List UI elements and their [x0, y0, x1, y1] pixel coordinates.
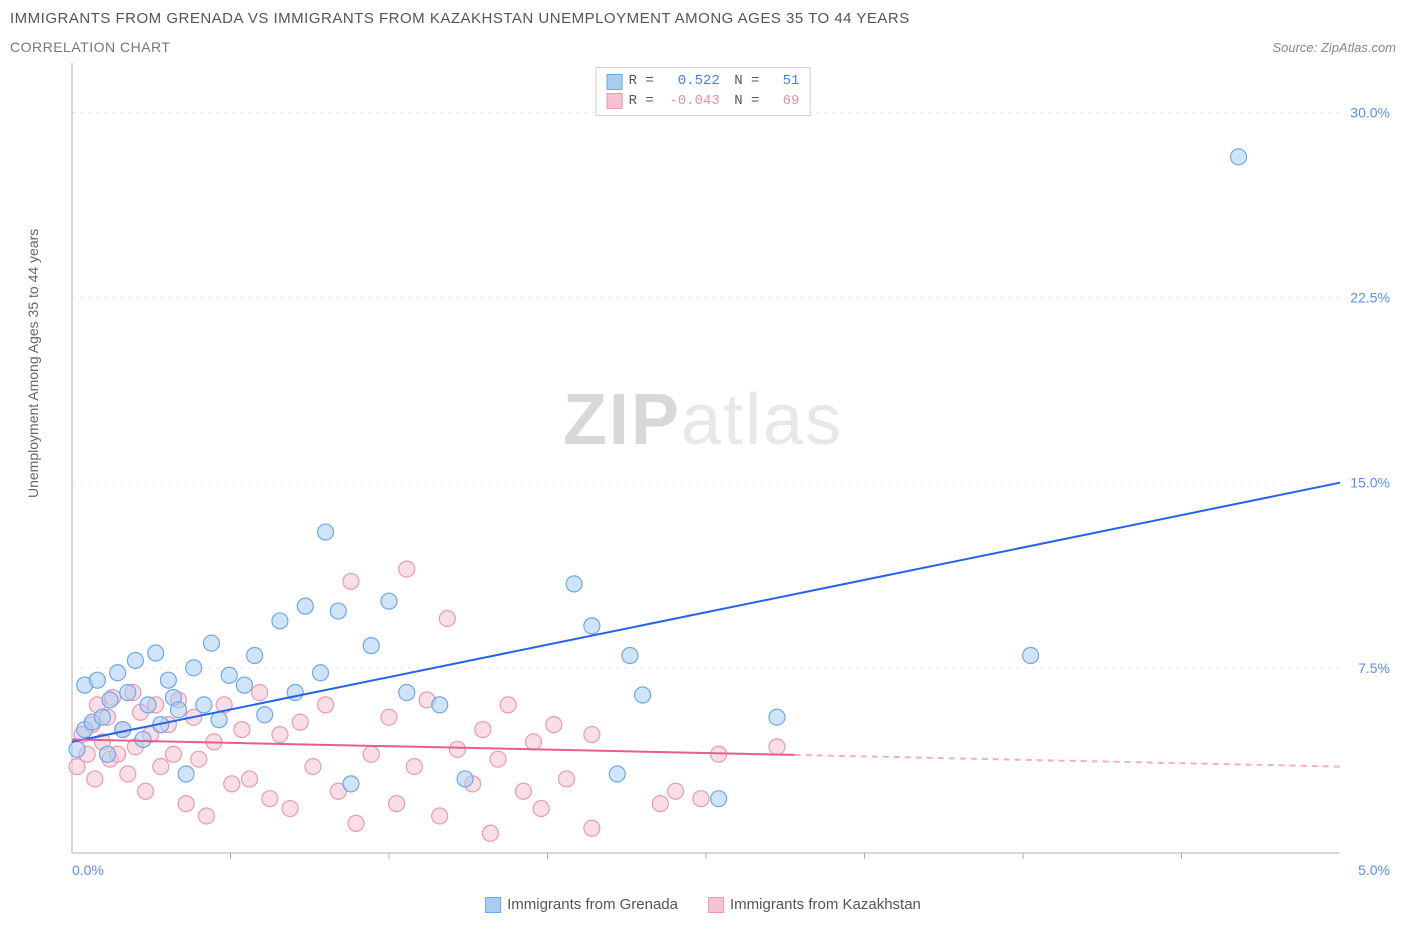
- svg-text:Unemployment Among Ages 35 to: Unemployment Among Ages 35 to 44 years: [25, 229, 41, 498]
- svg-text:7.5%: 7.5%: [1358, 660, 1390, 676]
- series-legend: Immigrants from Grenada Immigrants from …: [485, 896, 921, 913]
- n-label: N =: [726, 72, 760, 92]
- n-label: N =: [726, 92, 760, 112]
- r-label: R =: [629, 92, 654, 112]
- swatch-kazakhstan: [607, 93, 623, 109]
- scatter-chart: 7.5% 15.0% 22.5% 30.0% 0.0% 5.0% Unemployment …: [10, 63, 1396, 883]
- legend-item-grenada: Immigrants from Grenada: [485, 896, 678, 913]
- legend-item-kazakhstan: Immigrants from Kazakhstan: [708, 896, 921, 913]
- swatch-grenada: [607, 74, 623, 90]
- svg-text:0.0%: 0.0%: [72, 862, 104, 878]
- r-value-kazakhstan: -0.043: [660, 92, 720, 112]
- svg-text:22.5%: 22.5%: [1350, 290, 1390, 306]
- swatch-kazakhstan: [708, 897, 724, 913]
- chart-area: ZIPatlas 7.5%15.0%22.5%30.0%0.0%5.0%Unem…: [10, 63, 1396, 913]
- legend-label-grenada: Immigrants from Grenada: [507, 896, 678, 913]
- legend-row-grenada: R = 0.522 N = 51: [607, 72, 800, 92]
- swatch-grenada: [485, 897, 501, 913]
- main-title: IMMIGRANTS FROM GRENADA VS IMMIGRANTS FR…: [10, 10, 1396, 27]
- n-value-kazakhstan: 69: [765, 92, 799, 112]
- subtitle-row: CORRELATION CHART Source: ZipAtlas.com: [10, 39, 1396, 55]
- legend-row-kazakhstan: R = -0.043 N = 69: [607, 92, 800, 112]
- source-citation: Source: ZipAtlas.com: [1272, 40, 1396, 55]
- correlation-legend: R = 0.522 N = 51 R = -0.043 N = 69: [596, 67, 811, 116]
- svg-text:15.0%: 15.0%: [1350, 475, 1390, 491]
- n-value-grenada: 51: [765, 72, 799, 92]
- legend-label-kazakhstan: Immigrants from Kazakhstan: [730, 896, 921, 913]
- svg-text:30.0%: 30.0%: [1350, 104, 1390, 120]
- r-value-grenada: 0.522: [660, 72, 720, 92]
- subtitle: CORRELATION CHART: [10, 39, 170, 55]
- title-area: IMMIGRANTS FROM GRENADA VS IMMIGRANTS FR…: [10, 10, 1396, 55]
- r-label: R =: [629, 72, 654, 92]
- svg-text:5.0%: 5.0%: [1358, 862, 1390, 878]
